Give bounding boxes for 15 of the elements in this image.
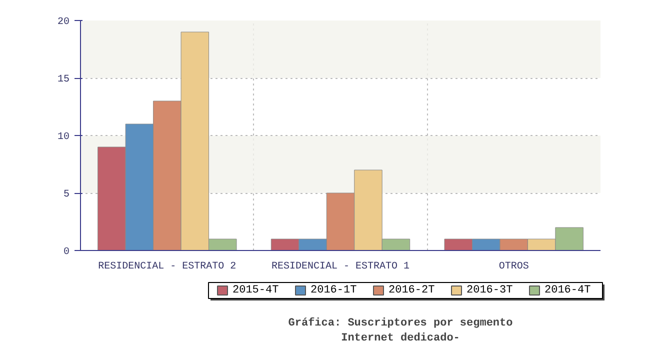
legend-label: 2016-3T <box>466 284 514 296</box>
y-tick-label: 0 <box>64 247 70 258</box>
y-tick-label: 15 <box>58 74 70 86</box>
legend-label: 2016-4T <box>544 284 592 296</box>
y-tick-label: 5 <box>64 190 70 200</box>
text: Gráfica: Suscriptores por segmento <box>288 316 514 330</box>
y-tick-label: 20 <box>58 17 70 28</box>
legend-label: 2015-4T <box>232 284 280 296</box>
legend-label: 2016-2T <box>388 284 436 296</box>
x-tick-label: OTROS <box>498 262 529 272</box>
y-tick-label: 10 <box>58 132 70 143</box>
x-tick-label: RESIDENCIAL - ESTRATO 2 <box>98 262 236 272</box>
legend-label: 2016-1T <box>310 284 358 296</box>
x-tick-label: RESIDENCIAL - ESTRATO 1 <box>271 262 410 272</box>
text: Internet dedicado- <box>341 332 460 344</box>
